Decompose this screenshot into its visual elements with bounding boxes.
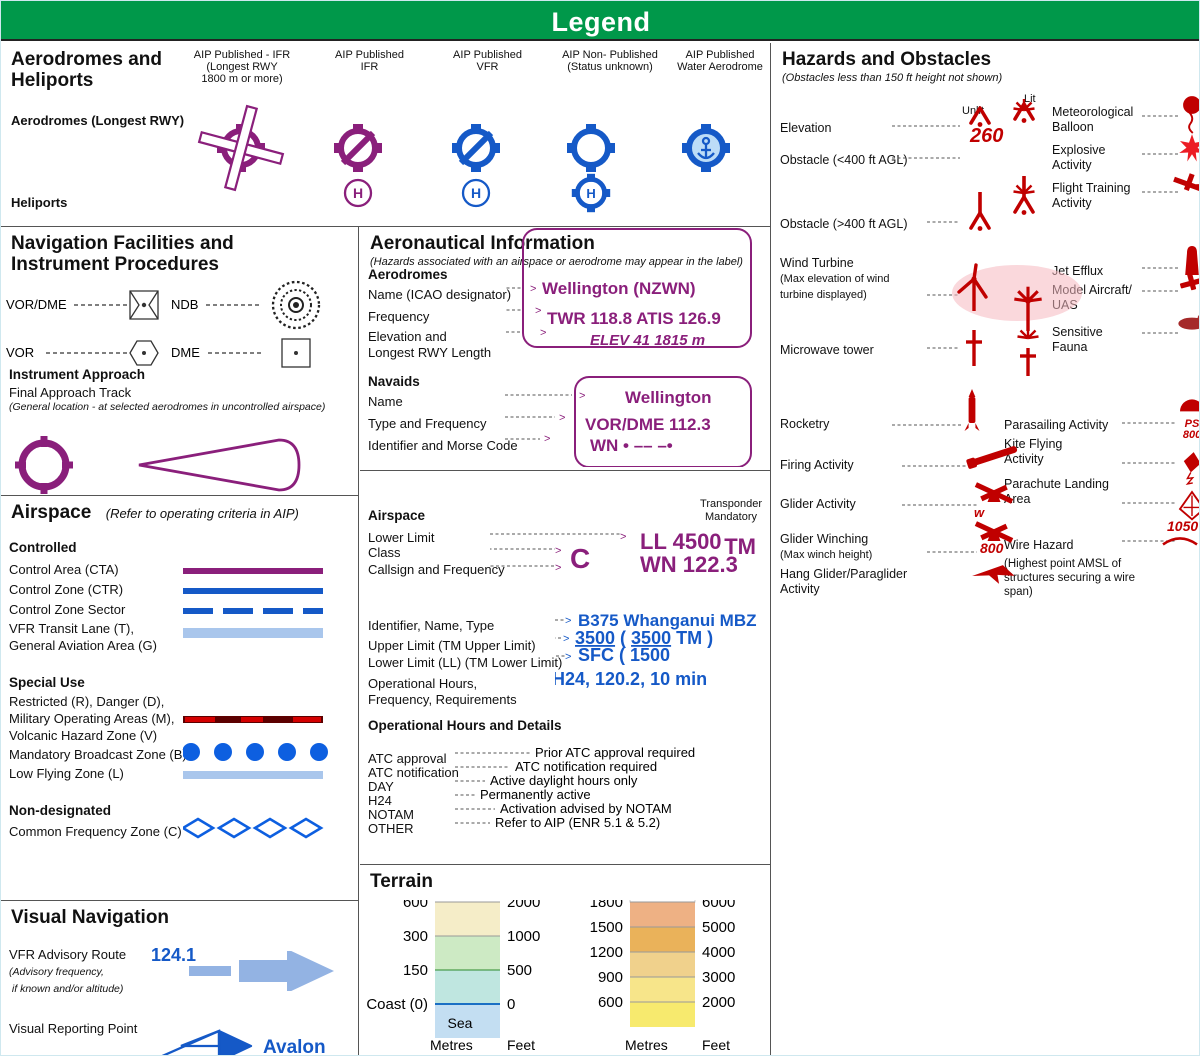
svg-text:>: > [565,615,571,627]
svg-text:1200: 1200 [590,944,623,961]
svg-text:>: > [555,545,561,557]
svg-text:>: > [559,412,565,424]
svg-text:>: > [540,327,546,339]
svg-text:1050: 1050 [1167,518,1198,534]
svg-text:H: H [353,185,363,201]
svg-text:>: > [620,531,626,543]
svg-text:150: 150 [403,962,428,979]
svg-text:0: 0 [507,996,515,1013]
svg-text:C: C [570,543,590,574]
svg-text:ELEV 41 1815 m: ELEV 41 1815 m [590,332,705,349]
svg-text:H: H [586,186,595,201]
svg-text:H: H [471,185,481,201]
svg-text:WN • –– –•: WN • –– –• [590,436,673,455]
svg-text:1500: 1500 [590,919,623,936]
svg-text:Metres: Metres [430,1037,473,1053]
svg-text:Feet: Feet [507,1037,535,1053]
svg-text:1000: 1000 [507,928,540,945]
svg-text:900: 900 [598,969,623,986]
svg-text:800: 800 [980,540,1004,556]
svg-text:3000: 3000 [702,969,735,986]
svg-text:ATC notification required: ATC notification required [515,759,657,774]
svg-text:800: 800 [1183,429,1200,441]
svg-text:Metres: Metres [625,1037,668,1053]
svg-text:VOR/DME 112.3: VOR/DME 112.3 [585,415,711,434]
svg-text:500: 500 [507,962,532,979]
svg-text:>: > [535,305,541,317]
svg-text:>: > [563,633,569,645]
svg-text:Wellington: Wellington [625,388,712,407]
svg-text:>: > [565,651,571,663]
svg-text:SFC ( 1500: SFC ( 1500 [578,645,670,665]
svg-text:>: > [530,283,536,295]
svg-text:2000: 2000 [702,994,735,1011]
svg-text:TWR 118.8 ATIS 126.9: TWR 118.8 ATIS 126.9 [547,309,721,328]
svg-text:Feet: Feet [702,1037,730,1053]
svg-text:Activation advised by NOTAM: Activation advised by NOTAM [500,801,672,816]
svg-text:w: w [974,505,985,520]
svg-text:1800: 1800 [590,900,623,911]
svg-text:Wellington (NZWN): Wellington (NZWN) [542,279,696,298]
svg-text:6000: 6000 [702,900,735,911]
svg-text:>: > [544,433,550,445]
svg-text:Refer to AIP (ENR 5.1 & 5.2): Refer to AIP (ENR 5.1 & 5.2) [495,815,660,830]
svg-text:VOR: VOR [6,345,34,360]
svg-text:Coast (0): Coast (0) [366,996,428,1013]
svg-text:>: > [579,390,585,402]
svg-text:DME: DME [171,345,200,360]
svg-text:Avalon: Avalon [263,1037,326,1056]
svg-text:NDB: NDB [171,297,198,312]
svg-text:300: 300 [403,928,428,945]
svg-text:600: 600 [598,994,623,1011]
svg-text:5000: 5000 [702,919,735,936]
svg-text:Sea: Sea [448,1015,473,1031]
svg-text:>: > [555,562,561,574]
svg-text:VOR/DME: VOR/DME [6,297,67,312]
svg-text:H24, 120.2, 10 min: H24, 120.2, 10 min [555,669,707,689]
svg-text:WN 122.3: WN 122.3 [640,552,738,577]
svg-text:Permanently active: Permanently active [480,787,591,802]
svg-text:600: 600 [403,900,428,911]
svg-text:2000: 2000 [507,900,540,911]
svg-text:4000: 4000 [702,944,735,961]
svg-text:LL 4500: LL 4500 [640,529,722,554]
svg-text:Active daylight hours only: Active daylight hours only [490,773,638,788]
svg-text:Prior ATC approval required: Prior ATC approval required [535,745,695,760]
